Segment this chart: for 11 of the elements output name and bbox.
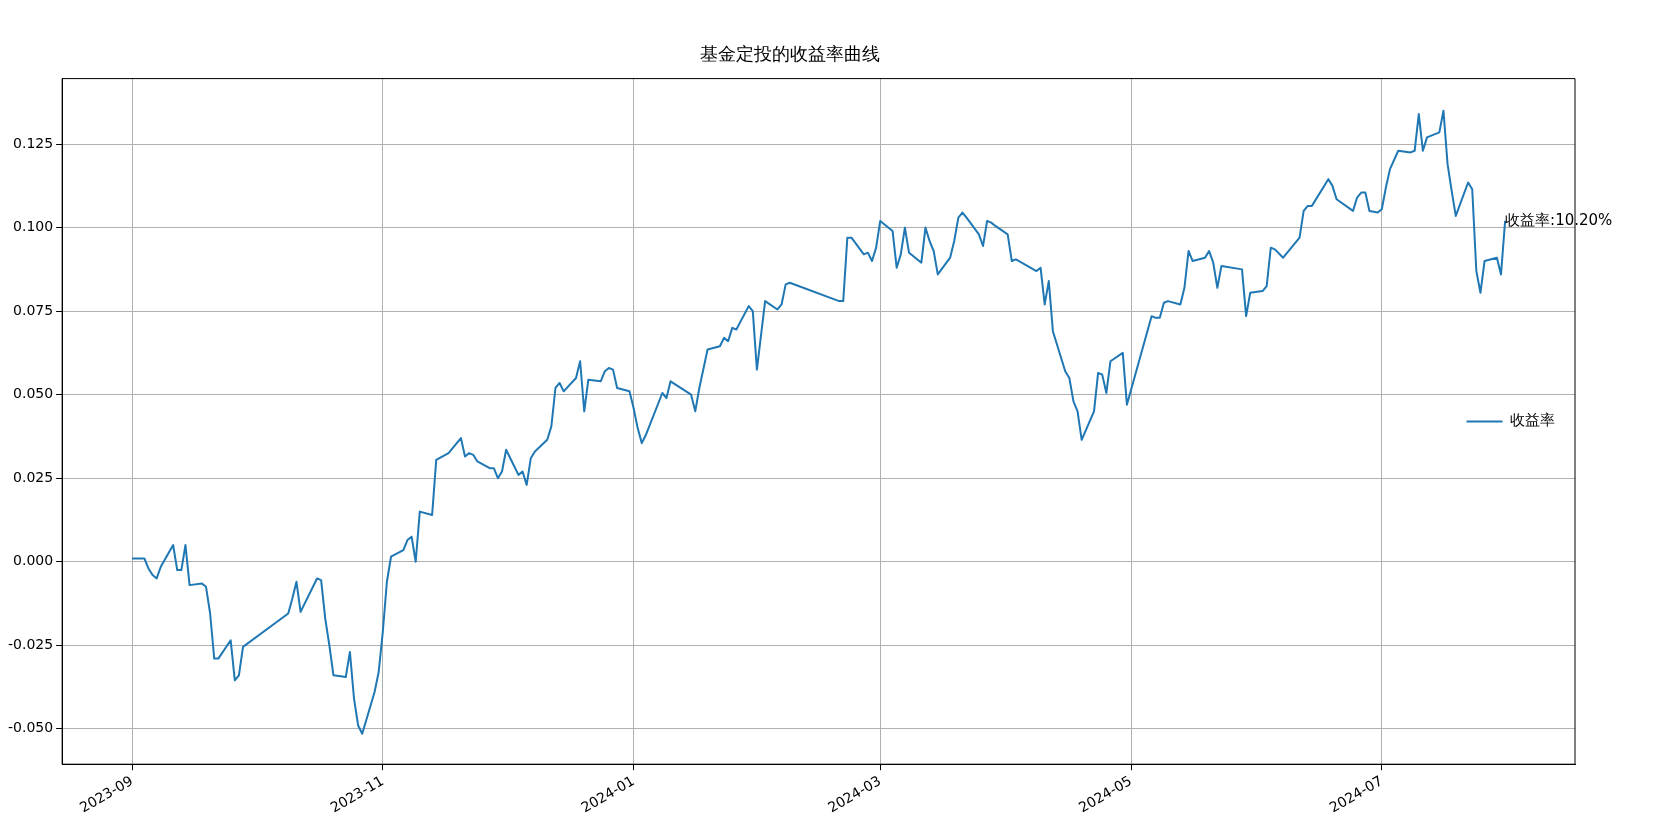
y-tick-label: 0.125 <box>13 134 54 151</box>
y-tick-label: -0.050 <box>7 719 54 736</box>
y-tick-label: 0.000 <box>13 552 54 569</box>
y-tick-label: 0.025 <box>13 468 54 485</box>
y-tick-label: -0.025 <box>7 635 54 652</box>
y-tick-label: 0.050 <box>13 385 54 402</box>
y-tick-label: 0.075 <box>13 301 54 318</box>
y-tick-label: 0.100 <box>13 218 54 235</box>
chart-title: 基金定投的收益率曲线 <box>700 43 880 65</box>
annotation: 收益率:10.20% <box>1505 210 1613 229</box>
legend-label: 收益率 <box>1510 411 1555 430</box>
